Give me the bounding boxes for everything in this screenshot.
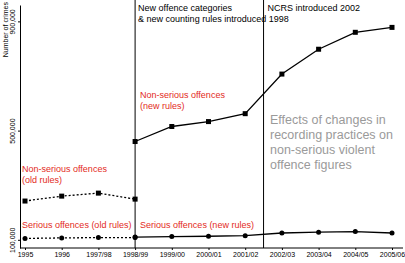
marker <box>316 230 321 235</box>
x-tick-label: 1998/99 <box>123 251 148 258</box>
x-tick: 1999/00 <box>160 248 185 258</box>
y-tick: 500,000 <box>9 118 20 143</box>
series-line <box>25 193 135 201</box>
marker <box>353 30 358 35</box>
marker <box>353 229 358 234</box>
x-tick-label: 2004/05 <box>343 251 368 258</box>
x-tick-label: 1999/00 <box>160 251 185 258</box>
marker <box>133 235 138 240</box>
x-tick-mark <box>209 248 210 250</box>
y-axis-line <box>20 6 21 249</box>
marker <box>206 119 211 124</box>
series-label: Non-serious offences(old rules) <box>22 164 107 185</box>
x-tick-label: 1997/98 <box>86 251 111 258</box>
x-tick-mark <box>282 248 283 250</box>
x-tick-label: 2005/06 <box>380 251 405 258</box>
x-tick-label: 2002/03 <box>270 251 295 258</box>
chart: 100,000 500,000 900,000 1995 1996 1997/98 1998… <box>0 0 405 263</box>
annotation: offence figures <box>270 158 352 172</box>
x-tick: 1995 <box>18 248 34 258</box>
annotation: NCRS introduced 2002 <box>268 3 361 13</box>
x-axis-line <box>20 248 403 249</box>
divider-line <box>135 0 136 248</box>
y-axis-title: Number of crimes <box>2 2 9 58</box>
x-tick: 1997/98 <box>86 248 111 258</box>
x-tick-label: 1995 <box>18 251 34 258</box>
series-line <box>25 237 135 239</box>
y-tick-label: 100,000 <box>9 228 16 253</box>
annotation: non-serious violent <box>270 143 375 157</box>
x-tick: 2003/04 <box>306 248 331 258</box>
marker <box>390 230 395 235</box>
marker <box>133 139 138 144</box>
marker <box>59 194 64 199</box>
x-tick-mark <box>135 248 136 250</box>
divider-line <box>263 0 264 248</box>
x-tick-mark <box>172 248 173 250</box>
annotation: recording practices on <box>270 128 393 142</box>
x-tick-mark <box>25 248 26 250</box>
x-tick-label: 2003/04 <box>306 251 331 258</box>
x-tick-mark <box>392 248 393 250</box>
x-tick-label: 2001/02 <box>233 251 258 258</box>
marker <box>59 235 64 240</box>
marker <box>96 191 101 196</box>
x-tick-label: 1996 <box>54 251 70 258</box>
series-label: Serious offences (old rules) <box>22 220 131 230</box>
x-tick: 1998/99 <box>123 248 148 258</box>
series-label: Non-serious offences(new rules) <box>140 90 225 111</box>
plot-area <box>23 25 395 241</box>
marker <box>279 230 284 235</box>
marker <box>316 47 321 52</box>
x-axis: 1995 1996 1997/98 1998/99 1999/00 2000/01 2001… <box>18 248 405 258</box>
marker <box>23 236 28 241</box>
marker <box>169 124 174 129</box>
x-tick: 2005/06 <box>380 248 405 258</box>
x-tick-mark <box>319 248 320 250</box>
annotation: & new counting rules introduced 1998 <box>138 14 289 24</box>
x-tick-mark <box>62 248 63 250</box>
x-tick: 2002/03 <box>270 248 295 258</box>
marker <box>169 234 174 239</box>
marker <box>96 235 101 240</box>
y-tick-mark <box>18 131 20 132</box>
marker <box>133 197 138 202</box>
y-axis: 100,000 500,000 900,000 <box>9 6 21 253</box>
x-tick-mark <box>355 248 356 250</box>
x-tick: 2004/05 <box>343 248 368 258</box>
marker <box>279 72 284 77</box>
marker <box>206 234 211 239</box>
marker <box>390 25 395 30</box>
series-line <box>135 27 392 141</box>
series-label: Serious offences (new rules) <box>140 220 254 230</box>
x-tick-mark <box>98 248 99 250</box>
marker <box>133 235 138 240</box>
x-tick-label: 2000/01 <box>196 251 221 258</box>
y-tick-mark <box>18 21 20 22</box>
marker <box>243 233 248 238</box>
y-tick-label: 900,000 <box>9 9 16 34</box>
y-tick: 900,000 <box>9 9 20 34</box>
y-tick-mark <box>18 240 20 241</box>
y-tick: 100,000 <box>9 228 20 253</box>
annotation: Effects of changes in <box>270 113 386 127</box>
x-tick-mark <box>245 248 246 250</box>
x-tick: 1996 <box>54 248 70 258</box>
x-tick: 2000/01 <box>196 248 221 258</box>
marker <box>243 111 248 116</box>
marker <box>23 199 28 204</box>
y-tick-label: 500,000 <box>9 118 16 143</box>
x-tick: 2001/02 <box>233 248 258 258</box>
annotation: New offence categories <box>138 3 232 13</box>
